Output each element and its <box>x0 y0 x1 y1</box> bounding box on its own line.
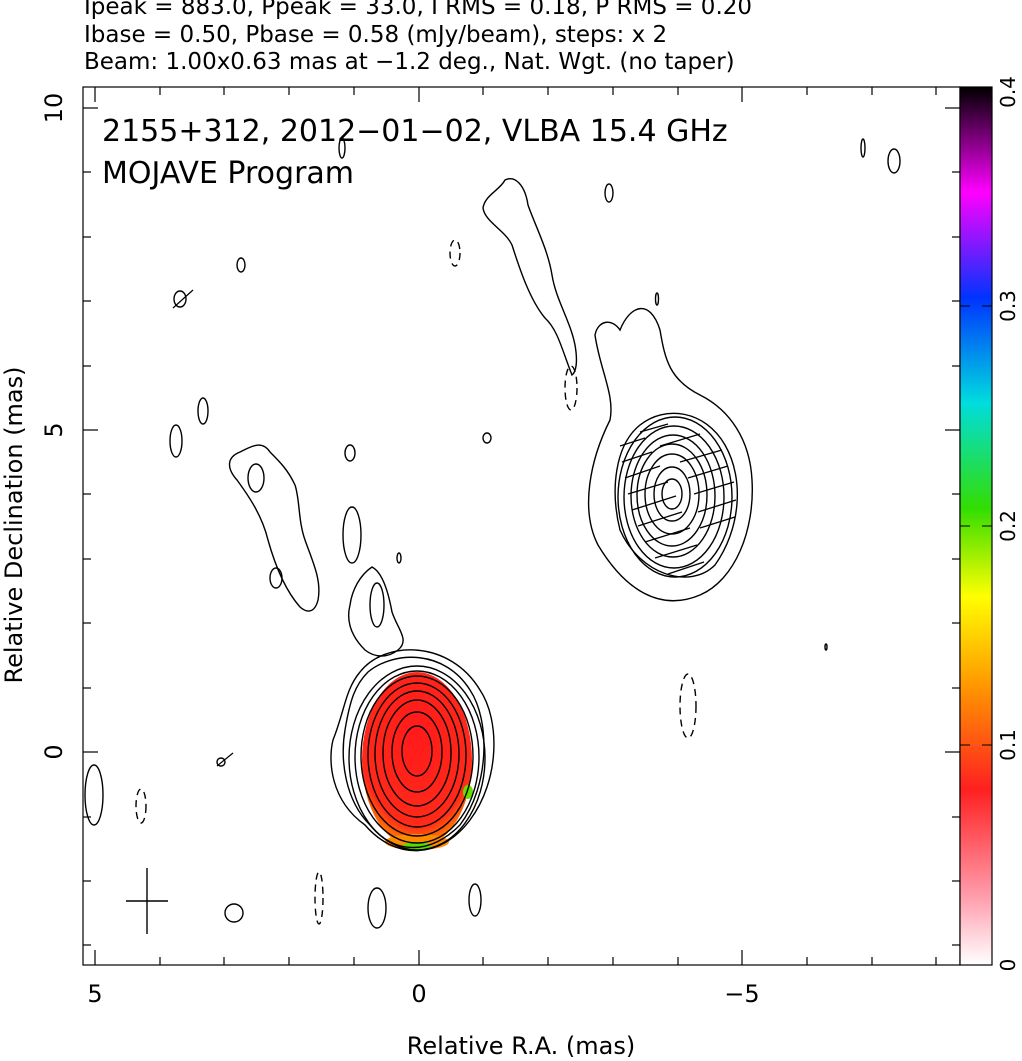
header-beam-line: Beam: 1.00x0.63 mas at −1.2 deg., Nat. W… <box>84 49 735 75</box>
y-axis-label: Relative Declination (mas) <box>0 366 28 683</box>
evpa-vectors <box>619 423 737 575</box>
header-base-line: Ibase = 0.50, Pbase = 0.58 (mJy/beam), s… <box>84 22 668 48</box>
plot-frame <box>82 86 961 966</box>
noise-contours <box>84 137 828 929</box>
colorbar-tick-label: 0.3 <box>996 290 1020 322</box>
plot-title: 2155+312, 2012−01−02, VLBA 15.4 GHz <box>102 114 728 149</box>
x-axis-ticks <box>94 87 937 965</box>
plot-subtitle: MOJAVE Program <box>102 156 354 191</box>
colorbar-tick-label: 0.4 <box>996 76 1020 108</box>
colorbar-tick-label: 0.2 <box>996 510 1020 542</box>
colorbar-tick-label: 0 <box>996 959 1020 972</box>
y-tick-label: 10 <box>40 93 68 124</box>
beam-marker <box>126 868 168 934</box>
y-tick-label: 0 <box>40 744 68 759</box>
x-tick-label: 5 <box>87 980 102 1008</box>
header-peak-line: Ipeak = 883.0, Ppeak = 33.0, I RMS = 0.1… <box>84 0 753 20</box>
northern-jet-contours <box>482 138 901 444</box>
y-axis-ticks <box>83 107 960 946</box>
plot-area <box>84 137 901 934</box>
x-tick-label: 0 <box>411 980 426 1008</box>
noise-marks <box>172 289 234 767</box>
colorbar-ticks <box>960 86 992 966</box>
x-axis-label: Relative R.A. (mas) <box>407 1032 635 1060</box>
jet-component-contours <box>587 307 753 602</box>
y-tick-label: 5 <box>40 422 68 437</box>
x-tick-label: −5 <box>724 980 759 1008</box>
northeast-jet-contours <box>228 444 404 657</box>
negative-contours <box>135 239 697 925</box>
colorbar-tick-label: 0.1 <box>996 729 1020 761</box>
core-contours <box>330 649 495 852</box>
